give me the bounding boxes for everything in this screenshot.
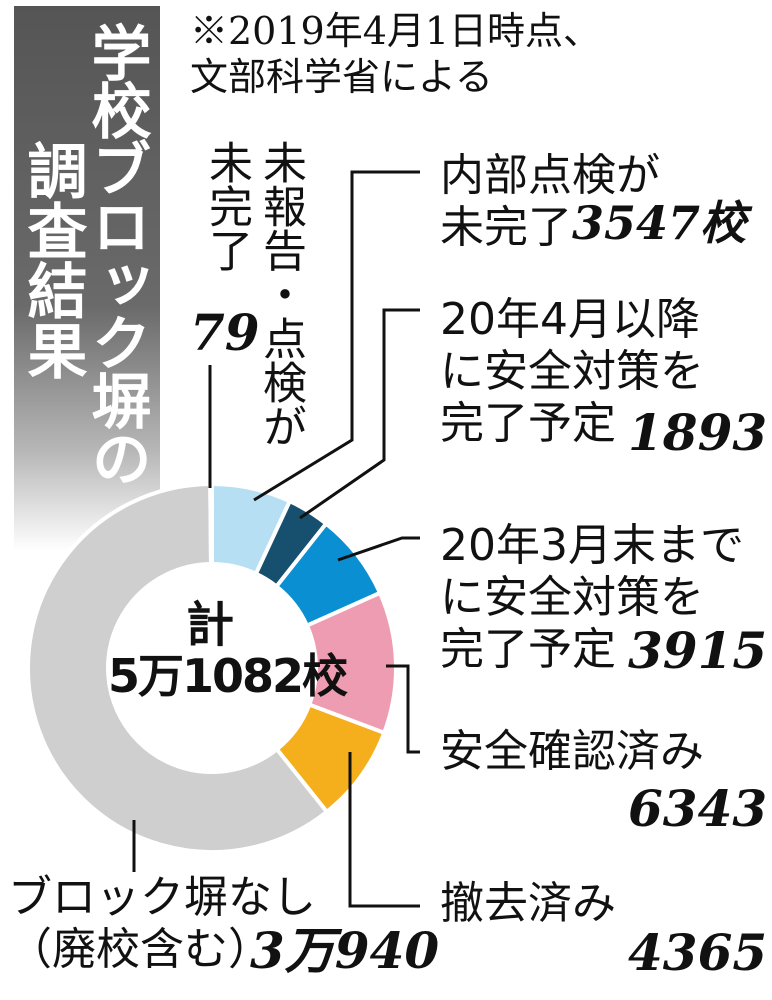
slice-unreported — [208, 481, 214, 567]
leader-removed — [348, 752, 420, 908]
leader-confirmed-safe — [386, 664, 420, 754]
value-confirmed-safe: 6343 — [628, 779, 768, 838]
center-total-value: 5万1082校 — [108, 649, 348, 703]
value-after-april: 1893 — [628, 403, 768, 462]
chart-title-line1: 学校ブロック塀の — [81, 22, 151, 486]
label-after-april: 20年4月以降 に安全対策を 完了予定 — [440, 294, 704, 449]
label-by-march: 20年3月末まで に安全対策を 完了予定 — [440, 520, 744, 675]
value-by-march: 3915 — [628, 621, 768, 680]
value-no-block-wall: 3万940 — [250, 921, 440, 980]
title-banner — [14, 6, 160, 551]
leader-after-april — [299, 308, 420, 520]
label-confirmed-safe: 安全確認済み — [440, 726, 704, 777]
center-total-label: 計 — [185, 597, 234, 653]
source-note: ※2019年4月1日時点、 文部科学省による — [190, 9, 602, 99]
label-internal-inspection: 内部点検が 未完了 — [440, 150, 660, 253]
chart-title-line2: 調査結果 — [17, 140, 87, 380]
leader-internal — [253, 170, 420, 502]
label-no-block-wall: ブロック塀なし （廃校含む） — [8, 872, 316, 975]
value-removed: 4365 — [628, 923, 768, 982]
label-removed: 撤去済み — [440, 878, 616, 929]
leader-by-march — [337, 536, 420, 562]
label-unreported-col1: 未報告・点検が — [255, 140, 306, 448]
label-unreported-col2: 未完了 — [201, 140, 252, 272]
value-internal-inspection: 3547校 — [572, 196, 747, 250]
value-unreported: 79 — [190, 303, 260, 362]
